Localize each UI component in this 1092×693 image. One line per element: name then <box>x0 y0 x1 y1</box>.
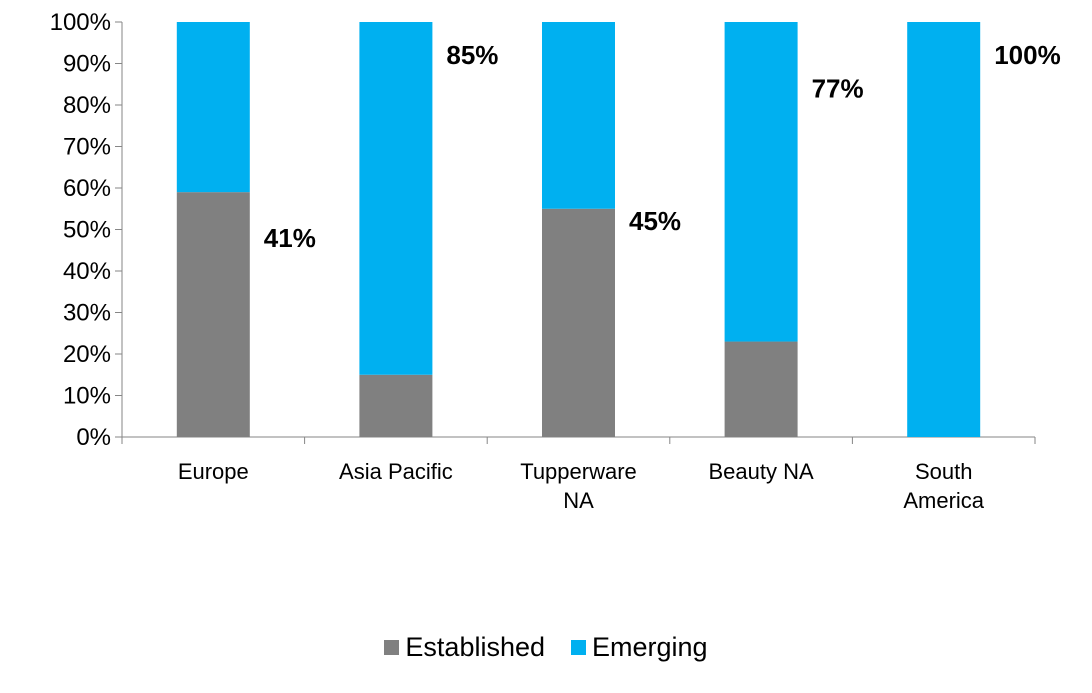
bar-emerging-2 <box>542 22 615 209</box>
y-tick-label: 100% <box>50 9 111 36</box>
y-tick-label: 50% <box>63 217 111 244</box>
bar-established-0 <box>176 192 250 437</box>
chart-axes: 0% 10% 20% 30% 40% 50% 60% 70% 80% 90% 100% <box>50 9 1036 451</box>
bar-established-3 <box>724 341 798 437</box>
y-tick-label: 20% <box>63 341 111 368</box>
y-tick-label: 40% <box>63 258 111 285</box>
y-tick-label: 0% <box>76 424 111 451</box>
legend-swatch-established <box>384 639 400 655</box>
x-category-label: Tupperware NA <box>520 459 637 513</box>
y-tick-label: 90% <box>63 51 111 78</box>
x-category-label: South America <box>903 459 984 513</box>
legend-item-emerging: Emerging <box>571 632 708 663</box>
data-label: 77% <box>812 73 864 103</box>
bar-emerging-1 <box>359 22 433 375</box>
data-label: 100% <box>994 40 1060 70</box>
y-tick-label: 30% <box>63 300 111 327</box>
bar-emerging-3 <box>724 22 798 342</box>
y-tick-label: 80% <box>63 92 111 119</box>
chart-legend: Established Emerging <box>0 630 1092 664</box>
legend-item-established: Established <box>384 632 545 663</box>
data-label: 41% <box>264 223 316 253</box>
bar-emerging-4 <box>907 22 981 437</box>
data-label: 45% <box>629 206 681 236</box>
x-category-label: Europe <box>178 459 249 484</box>
chart-bars <box>176 22 981 437</box>
y-tick-label: 70% <box>63 134 111 161</box>
legend-swatch-emerging <box>571 639 587 655</box>
y-tick-label: 10% <box>63 383 111 410</box>
stacked-bar-chart: 0% 10% 20% 30% 40% 50% 60% 70% 80% 90% 100% Europe… <box>50 9 1061 513</box>
x-category-label: Asia Pacific <box>339 459 453 484</box>
legend-label-emerging: Emerging <box>592 631 708 662</box>
chart-labels: Europe Asia Pacific Tupperware NA Beauty NA S… <box>178 40 1061 513</box>
bar-established-1 <box>359 374 433 437</box>
bar-emerging-0 <box>176 22 250 193</box>
x-category-label: Beauty NA <box>709 459 814 484</box>
legend-label-established: Established <box>405 631 546 662</box>
y-tick-label: 60% <box>63 175 111 202</box>
bar-established-2 <box>542 208 615 437</box>
data-label: 85% <box>446 40 498 70</box>
